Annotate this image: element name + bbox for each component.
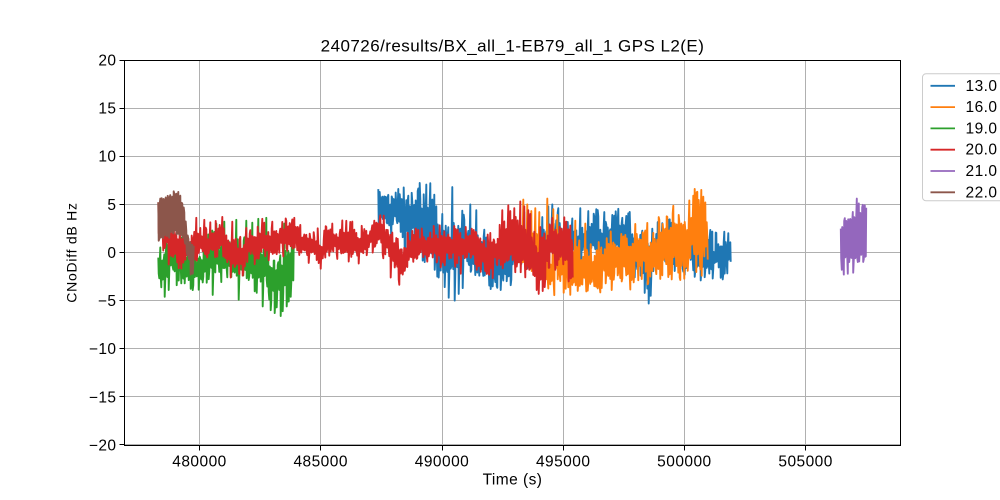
svg-text:20: 20 [98,52,116,69]
svg-text:22.0: 22.0 [966,184,998,201]
svg-text:15: 15 [98,101,116,118]
svg-text:490000: 490000 [415,453,469,470]
svg-text:10: 10 [98,149,116,166]
svg-text:495000: 495000 [536,453,590,470]
svg-text:21.0: 21.0 [966,163,998,180]
svg-text:−5: −5 [98,293,117,310]
svg-text:−15: −15 [89,389,117,406]
svg-text:CNoDiff dB Hz: CNoDiff dB Hz [64,202,80,303]
svg-text:−20: −20 [89,437,117,454]
svg-text:480000: 480000 [172,453,226,470]
svg-text:500000: 500000 [657,453,711,470]
svg-text:485000: 485000 [293,453,347,470]
svg-text:505000: 505000 [778,453,832,470]
svg-text:240726/results/BX_all_1-EB79_a: 240726/results/BX_all_1-EB79_all_1 GPS L… [321,37,705,56]
svg-text:−10: −10 [89,341,117,358]
svg-text:Time (s): Time (s) [483,472,543,489]
svg-text:19.0: 19.0 [966,120,998,137]
svg-text:0: 0 [107,245,116,262]
svg-text:13.0: 13.0 [966,78,998,95]
svg-text:5: 5 [107,197,116,214]
svg-text:16.0: 16.0 [966,99,998,116]
svg-text:20.0: 20.0 [966,142,998,159]
